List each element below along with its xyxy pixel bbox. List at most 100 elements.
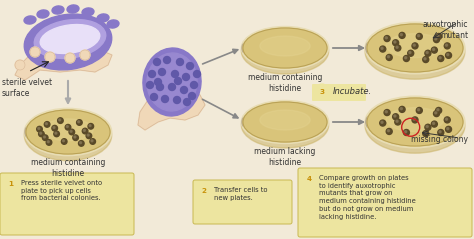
Text: 4: 4 [307, 176, 311, 182]
Circle shape [396, 46, 398, 48]
Circle shape [63, 140, 64, 142]
Ellipse shape [25, 126, 31, 137]
Circle shape [433, 122, 435, 125]
Circle shape [70, 130, 72, 132]
Circle shape [412, 43, 418, 49]
Circle shape [44, 136, 46, 138]
Circle shape [403, 55, 410, 61]
Circle shape [172, 71, 179, 77]
Circle shape [381, 121, 383, 123]
Circle shape [65, 53, 75, 63]
Circle shape [15, 60, 25, 70]
Circle shape [384, 109, 390, 115]
Circle shape [154, 59, 161, 65]
Circle shape [438, 130, 444, 136]
Circle shape [416, 33, 422, 39]
Polygon shape [15, 50, 112, 80]
Circle shape [434, 37, 439, 43]
Circle shape [38, 131, 44, 137]
Circle shape [434, 111, 439, 117]
Ellipse shape [243, 28, 327, 68]
Circle shape [79, 141, 84, 146]
Ellipse shape [107, 20, 119, 28]
Circle shape [447, 128, 449, 130]
Text: sterile velvet
surface: sterile velvet surface [2, 78, 52, 98]
Circle shape [424, 132, 426, 134]
Circle shape [46, 123, 47, 125]
Circle shape [394, 41, 396, 43]
Circle shape [181, 87, 188, 93]
Circle shape [439, 131, 441, 133]
Ellipse shape [367, 98, 463, 146]
Circle shape [395, 119, 401, 125]
Circle shape [40, 132, 42, 134]
Circle shape [191, 81, 198, 88]
Circle shape [148, 71, 155, 77]
Circle shape [394, 115, 396, 117]
Circle shape [83, 129, 85, 131]
Ellipse shape [24, 108, 112, 156]
Circle shape [164, 56, 171, 64]
Text: Transfer cells to
new plates.: Transfer cells to new plates. [214, 187, 267, 201]
Circle shape [151, 93, 157, 101]
Circle shape [436, 33, 442, 39]
Circle shape [413, 44, 415, 46]
Text: missing colony: missing colony [411, 135, 468, 144]
FancyBboxPatch shape [193, 180, 292, 224]
Circle shape [4, 177, 18, 191]
Circle shape [30, 47, 40, 57]
Circle shape [423, 130, 429, 136]
Circle shape [173, 97, 181, 103]
Circle shape [44, 122, 50, 127]
Circle shape [446, 44, 447, 46]
Circle shape [80, 50, 90, 60]
Ellipse shape [365, 22, 465, 74]
Circle shape [193, 71, 201, 77]
Ellipse shape [365, 96, 465, 148]
Circle shape [314, 84, 330, 100]
Circle shape [77, 120, 82, 125]
Circle shape [78, 121, 80, 123]
Ellipse shape [24, 16, 36, 24]
Circle shape [156, 83, 164, 91]
Circle shape [444, 117, 450, 123]
Text: medium containing
histidine: medium containing histidine [248, 73, 322, 93]
Circle shape [54, 131, 59, 137]
Ellipse shape [243, 102, 327, 142]
Text: Press sterile velvet onto
plate to pick up cells
from bacterial colonies.: Press sterile velvet onto plate to pick … [21, 180, 102, 201]
Circle shape [392, 40, 399, 46]
Circle shape [437, 109, 439, 111]
Circle shape [197, 184, 211, 198]
Circle shape [423, 57, 429, 63]
Circle shape [386, 54, 392, 60]
Circle shape [45, 52, 55, 62]
Ellipse shape [386, 108, 444, 132]
Circle shape [431, 47, 438, 53]
Circle shape [36, 126, 42, 132]
Circle shape [446, 118, 447, 120]
Ellipse shape [52, 6, 64, 14]
Text: Compare growth on plates
to identify auxotrophic
mutants that grow on
medium con: Compare growth on plates to identify aux… [319, 175, 416, 220]
Circle shape [146, 81, 154, 88]
Circle shape [91, 140, 93, 142]
Circle shape [87, 134, 89, 136]
Circle shape [380, 120, 386, 126]
Ellipse shape [260, 36, 310, 56]
Ellipse shape [365, 98, 465, 153]
Circle shape [186, 63, 193, 70]
Ellipse shape [34, 20, 106, 59]
Circle shape [158, 69, 165, 76]
Circle shape [387, 130, 390, 132]
Circle shape [155, 78, 162, 86]
Ellipse shape [367, 24, 463, 72]
Circle shape [66, 125, 68, 128]
Ellipse shape [37, 10, 49, 18]
Text: Incubate.: Incubate. [333, 87, 372, 97]
Circle shape [88, 124, 93, 129]
FancyBboxPatch shape [298, 168, 472, 237]
Circle shape [439, 57, 441, 59]
Ellipse shape [242, 117, 248, 127]
Circle shape [431, 121, 438, 127]
Circle shape [386, 128, 392, 135]
Ellipse shape [365, 24, 465, 79]
